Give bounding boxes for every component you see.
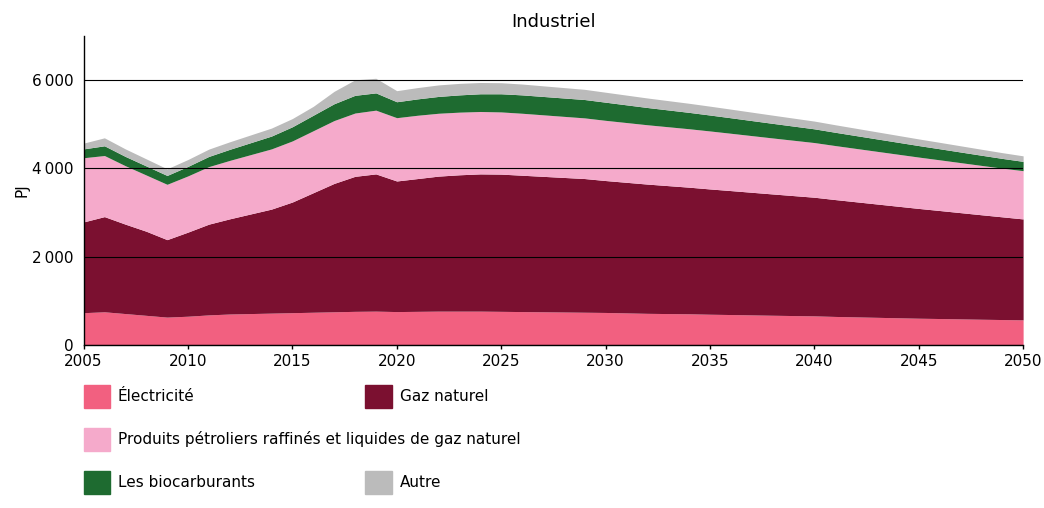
Y-axis label: PJ: PJ [15, 183, 29, 198]
Text: Électricité: Électricité [118, 389, 195, 404]
Text: Autre: Autre [400, 475, 442, 490]
Text: Gaz naturel: Gaz naturel [400, 389, 489, 404]
Text: Les biocarburants: Les biocarburants [118, 475, 255, 490]
Title: Industriel: Industriel [511, 13, 596, 31]
Text: Produits pétroliers raffinés et liquides de gaz naturel: Produits pétroliers raffinés et liquides… [118, 431, 521, 448]
